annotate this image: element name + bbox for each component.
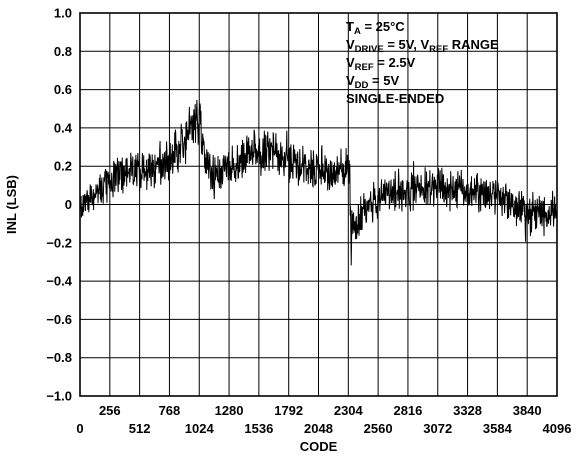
grid-lines <box>80 13 557 396</box>
annotation-temperature: TA = 25°C <box>346 19 405 37</box>
x-tick-label: 1024 <box>185 421 215 436</box>
x-tick-label: 0 <box>76 421 83 436</box>
plot-frame <box>79 12 558 397</box>
x-tick-label: 512 <box>129 421 151 436</box>
x-tick-label: 3840 <box>513 403 542 418</box>
y-tick-label: −0.2 <box>46 235 72 250</box>
tick-labels: 1.0 0.8 0.6 0.4 0.2 0 −0.2 −0.4 −0.6 −0.8 −1.0 256 7… <box>46 6 571 437</box>
x-tick-label: 2304 <box>334 403 364 418</box>
y-axis-label: INL (LSB) <box>4 175 19 234</box>
x-tick-label: 3328 <box>453 403 482 418</box>
y-tick-label: 0.6 <box>54 82 72 97</box>
y-tick-label: −0.8 <box>46 350 72 365</box>
y-tick-label: 0.2 <box>54 159 72 174</box>
x-tick-label: 3584 <box>483 421 513 436</box>
annotation-vdrive: VDRIVE = 5V, VREF RANGE <box>346 37 499 55</box>
x-tick-label: 1792 <box>274 403 303 418</box>
x-tick-label: 1536 <box>244 421 273 436</box>
y-tick-label: 0.8 <box>54 44 72 59</box>
x-tick-label: 256 <box>99 403 121 418</box>
annotation-vdd: VDD = 5V <box>346 73 399 91</box>
x-tick-label: 768 <box>159 403 181 418</box>
y-tick-label: 1.0 <box>54 6 72 21</box>
x-tick-label: 1280 <box>215 403 244 418</box>
x-tick-label: 2048 <box>304 421 333 436</box>
x-tick-label: 3072 <box>423 421 452 436</box>
annotation-vref: VREF = 2.5V <box>346 55 416 73</box>
y-tick-label: −0.4 <box>46 274 72 289</box>
inl-trace <box>79 100 558 266</box>
x-tick-label: 4096 <box>543 421 572 436</box>
y-tick-label: −0.6 <box>46 312 72 327</box>
x-tick-label: 2816 <box>393 403 422 418</box>
y-tick-label: −1.0 <box>46 389 72 404</box>
y-tick-label: 0 <box>65 197 72 212</box>
y-tick-label: 0.4 <box>54 120 73 135</box>
x-axis-label: CODE <box>300 439 338 454</box>
annotation-mode: SINGLE-ENDED <box>346 91 444 106</box>
x-tick-label: 2560 <box>364 421 393 436</box>
